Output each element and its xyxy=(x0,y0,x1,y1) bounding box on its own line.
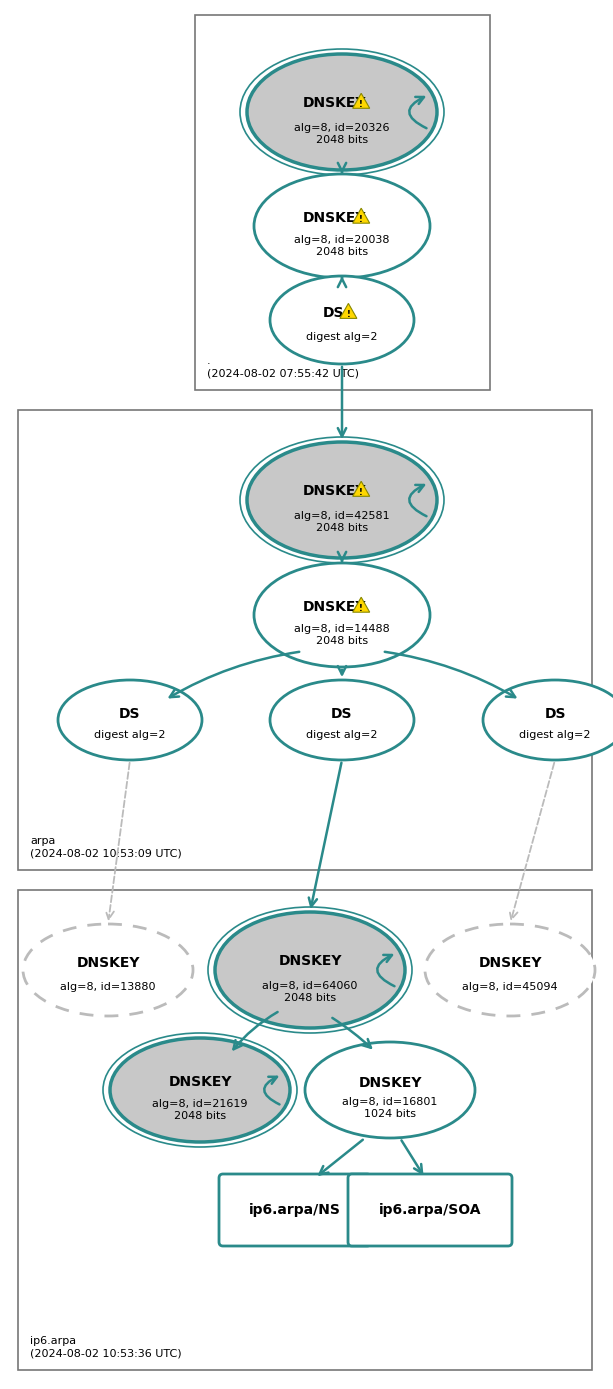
Text: alg=8, id=13880: alg=8, id=13880 xyxy=(60,982,156,993)
Text: DNSKEY: DNSKEY xyxy=(278,954,342,968)
Text: alg=8, id=42581
2048 bits: alg=8, id=42581 2048 bits xyxy=(294,511,390,533)
Text: DNSKEY: DNSKEY xyxy=(302,485,366,499)
Text: digest alg=2: digest alg=2 xyxy=(306,332,378,342)
Text: alg=8, id=14488
2048 bits: alg=8, id=14488 2048 bits xyxy=(294,624,390,646)
Text: DNSKEY: DNSKEY xyxy=(302,96,366,110)
Text: digest alg=2: digest alg=2 xyxy=(94,731,166,740)
Text: ip6.arpa/SOA: ip6.arpa/SOA xyxy=(379,1203,481,1217)
Ellipse shape xyxy=(254,563,430,667)
Polygon shape xyxy=(340,303,357,318)
Ellipse shape xyxy=(254,174,430,278)
Text: !: ! xyxy=(359,215,363,224)
Ellipse shape xyxy=(270,276,414,364)
Ellipse shape xyxy=(215,913,405,1028)
Polygon shape xyxy=(352,482,370,496)
Text: DS: DS xyxy=(544,707,566,721)
Polygon shape xyxy=(352,597,370,613)
Text: DS: DS xyxy=(120,707,141,721)
Text: digest alg=2: digest alg=2 xyxy=(519,731,591,740)
Text: DNSKEY: DNSKEY xyxy=(302,600,366,614)
Text: DNSKEY: DNSKEY xyxy=(168,1075,232,1089)
Text: digest alg=2: digest alg=2 xyxy=(306,731,378,740)
Polygon shape xyxy=(352,208,370,224)
Text: DNSKEY: DNSKEY xyxy=(302,211,366,225)
Text: ip6.arpa/NS: ip6.arpa/NS xyxy=(249,1203,341,1217)
Text: arpa
(2024-08-02 10:53:09 UTC): arpa (2024-08-02 10:53:09 UTC) xyxy=(30,836,181,858)
Ellipse shape xyxy=(305,1042,475,1138)
Ellipse shape xyxy=(270,681,414,760)
Text: alg=8, id=64060
2048 bits: alg=8, id=64060 2048 bits xyxy=(262,981,358,1003)
Ellipse shape xyxy=(425,924,595,1015)
Ellipse shape xyxy=(247,442,437,558)
Text: alg=8, id=20326
2048 bits: alg=8, id=20326 2048 bits xyxy=(294,124,390,144)
Text: !: ! xyxy=(359,488,363,497)
Text: DS: DS xyxy=(331,707,352,721)
FancyBboxPatch shape xyxy=(18,410,592,870)
Polygon shape xyxy=(352,93,370,108)
Text: alg=8, id=20038
2048 bits: alg=8, id=20038 2048 bits xyxy=(294,235,390,257)
Text: alg=8, id=16801
1024 bits: alg=8, id=16801 1024 bits xyxy=(342,1097,438,1120)
Text: alg=8, id=21619
2048 bits: alg=8, id=21619 2048 bits xyxy=(152,1099,248,1121)
Text: DNSKEY: DNSKEY xyxy=(76,956,140,970)
Text: !: ! xyxy=(359,604,363,613)
Ellipse shape xyxy=(110,1038,290,1142)
Text: DNSKEY: DNSKEY xyxy=(478,956,542,970)
Text: .
(2024-08-02 07:55:42 UTC): . (2024-08-02 07:55:42 UTC) xyxy=(207,357,359,378)
Text: ip6.arpa
(2024-08-02 10:53:36 UTC): ip6.arpa (2024-08-02 10:53:36 UTC) xyxy=(30,1336,181,1358)
Ellipse shape xyxy=(247,54,437,169)
Ellipse shape xyxy=(58,681,202,760)
Text: !: ! xyxy=(346,310,351,319)
Ellipse shape xyxy=(483,681,613,760)
FancyBboxPatch shape xyxy=(348,1174,512,1246)
Ellipse shape xyxy=(23,924,193,1015)
Text: !: ! xyxy=(359,100,363,108)
FancyBboxPatch shape xyxy=(18,890,592,1370)
Text: alg=8, id=45094: alg=8, id=45094 xyxy=(462,982,558,993)
FancyBboxPatch shape xyxy=(195,15,490,390)
Text: DNSKEY: DNSKEY xyxy=(358,1076,422,1090)
FancyBboxPatch shape xyxy=(219,1174,371,1246)
Text: DS: DS xyxy=(323,307,345,321)
